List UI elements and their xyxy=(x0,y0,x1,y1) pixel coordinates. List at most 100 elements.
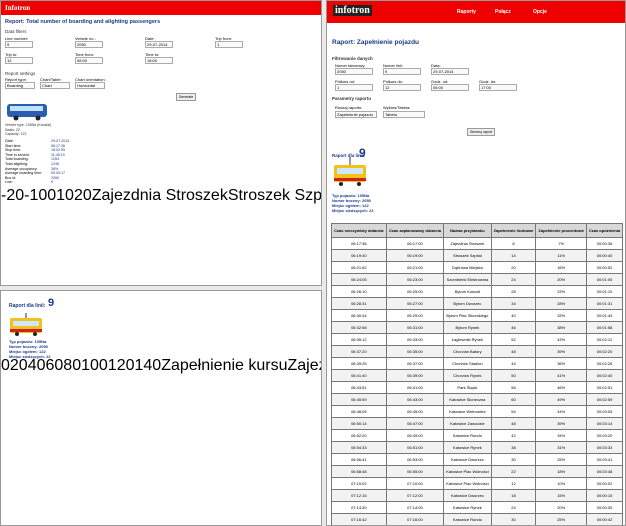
table-cell: 06:25:00 xyxy=(386,286,443,298)
input: 06:00 xyxy=(75,57,103,64)
y-tick-label: 20 xyxy=(74,187,92,204)
table-row: 07:10:0207:10:00Katowice Plac Wolności12… xyxy=(332,478,623,490)
input: 9 xyxy=(383,68,421,75)
table-cell: 07:14:30 xyxy=(332,502,387,514)
table-cell: Chorzów Rynek xyxy=(444,370,491,382)
stat-label: Line: xyxy=(5,180,13,184)
table-cell: 24 xyxy=(491,274,536,286)
table-cell: 06:43:00 xyxy=(386,394,443,406)
table-cell: 06:26:10 xyxy=(332,286,387,298)
section-title: Data filters xyxy=(5,29,27,34)
table-cell: 00:00:40 xyxy=(587,250,623,262)
stat-label: Average occupancy: xyxy=(5,167,38,171)
section-title: Filtrowanie danych xyxy=(332,56,373,61)
input: 2050 xyxy=(335,68,373,75)
table-cell: 06:43:51 xyxy=(332,382,387,394)
table-cell: 33% xyxy=(536,310,587,322)
y-tick-label: 20 xyxy=(10,357,28,374)
table-cell: 00:01:31 xyxy=(587,298,623,310)
table-cell: 06:58:48 xyxy=(332,466,387,478)
table-row: 06:37:2006:35:00Chorzów Batory4839%00:02… xyxy=(332,346,623,358)
table-cell: 06:17:00 xyxy=(386,238,443,250)
nav-link[interactable]: Połącz xyxy=(495,9,511,15)
stat-label: Total boarding: xyxy=(5,157,29,161)
table-cell: 00:01:44 xyxy=(587,310,623,322)
stat-value: 2050 xyxy=(51,176,59,180)
table-cell: 07:16:00 xyxy=(386,514,443,526)
column-header: Zapełnienie liczbowe xyxy=(491,224,536,238)
occupancy-table-panel: infotronRaportyPołączOpcjeRaport: Zapełn… xyxy=(326,0,626,526)
column-header: Czas zaplanowany dotarcia xyxy=(386,224,443,238)
table-cell: 44% xyxy=(536,406,587,418)
table-cell: 06:50:14 xyxy=(332,418,387,430)
section-title: Report settings xyxy=(5,71,35,76)
table-cell: 00:02:51 xyxy=(587,382,623,394)
table-cell: 44 xyxy=(491,358,536,370)
generate-button[interactable]: Generate xyxy=(176,93,196,101)
table-cell: 07:14:00 xyxy=(386,502,443,514)
table-cell: 06:56:41 xyxy=(332,454,387,466)
nav-link[interactable]: Opcje xyxy=(533,9,547,15)
table-cell: 06:39:00 xyxy=(386,370,443,382)
table-cell: 00:00:36 xyxy=(587,238,623,250)
table-cell: 48 xyxy=(491,418,536,430)
stat-value: 1248 xyxy=(51,162,59,166)
table-cell: 30 xyxy=(491,454,536,466)
generate-button[interactable]: Generuj raport xyxy=(467,128,495,136)
table-row: 06:39:2606:37:00Chorzów Stadion4436%00:0… xyxy=(332,358,623,370)
table-cell: 00:03:05 xyxy=(587,406,623,418)
table-cell: 60 xyxy=(491,394,536,406)
vehicle-info: Seats: 22 xyxy=(5,128,20,132)
table-cell: 46 xyxy=(491,322,536,334)
nav-link[interactable]: Raporty xyxy=(457,9,476,15)
vehicle-info: Miejsc siedzących: 22 xyxy=(332,208,374,213)
table-cell: 00:02:20 xyxy=(587,346,623,358)
table-cell: 06:29:00 xyxy=(386,310,443,322)
tram-icon xyxy=(333,157,367,189)
table-cell: 00:00:52 xyxy=(587,262,623,274)
table-cell: 06:52:20 xyxy=(332,430,387,442)
table-cell: 06:45:59 xyxy=(332,394,387,406)
table-cell: 00:03:41 xyxy=(587,454,623,466)
table-cell: Dąbrowa Miejska xyxy=(444,262,491,274)
table-cell: Katowice Plac Wolności xyxy=(444,466,491,478)
table-cell: 06:21:52 xyxy=(332,262,387,274)
y-tick-label: -10 xyxy=(24,187,47,204)
y-tick-label: 0 xyxy=(1,357,10,374)
y-tick-label: 60 xyxy=(46,357,64,374)
table-cell: 10% xyxy=(536,478,587,490)
line-number: 9 xyxy=(359,146,366,160)
stat-label: Average boarding time: xyxy=(5,171,42,175)
select: Boarding xyxy=(5,82,35,89)
line-number: 9 xyxy=(48,297,54,309)
table-row: 06:45:5906:43:00Katowice Słoneczna6049%0… xyxy=(332,394,623,406)
table-cell: 06:53:00 xyxy=(386,454,443,466)
table-cell: Stroszek Szpital xyxy=(444,250,491,262)
input: 2050 xyxy=(75,41,103,48)
y-tick-label: 120 xyxy=(108,357,135,374)
logo: Infotron xyxy=(1,1,322,15)
table-cell: 00:01:05 xyxy=(587,274,623,286)
table-cell: 06:37:20 xyxy=(332,346,387,358)
vehicle-info: Vehicle type: 105Na (Konstal) xyxy=(5,123,51,127)
table-row: 06:24:0506:23:00Szombierki Elektrownia24… xyxy=(332,274,623,286)
stat-value: 29-07-2014 xyxy=(51,139,69,143)
table-cell: Katowice Zawodzie xyxy=(444,418,491,430)
input: 18:00 xyxy=(145,57,173,64)
table-cell: 18% xyxy=(536,466,587,478)
input: 06:00 xyxy=(431,84,469,91)
top-bar xyxy=(327,1,626,23)
table-cell: 07:12:15 xyxy=(332,490,387,502)
table-row: 06:19:4006:19:00Stroszek Szpital1411%00:… xyxy=(332,250,623,262)
table-cell: 39% xyxy=(536,346,587,358)
table-cell: 00:02:40 xyxy=(587,370,623,382)
table-cell: 06:24:05 xyxy=(332,274,387,286)
table-cell: 00:03:48 xyxy=(587,466,623,478)
table-cell: Katowice Plac Wolności xyxy=(444,478,491,490)
y-tick-label: 10 xyxy=(56,187,74,204)
select: Chart xyxy=(40,82,70,89)
